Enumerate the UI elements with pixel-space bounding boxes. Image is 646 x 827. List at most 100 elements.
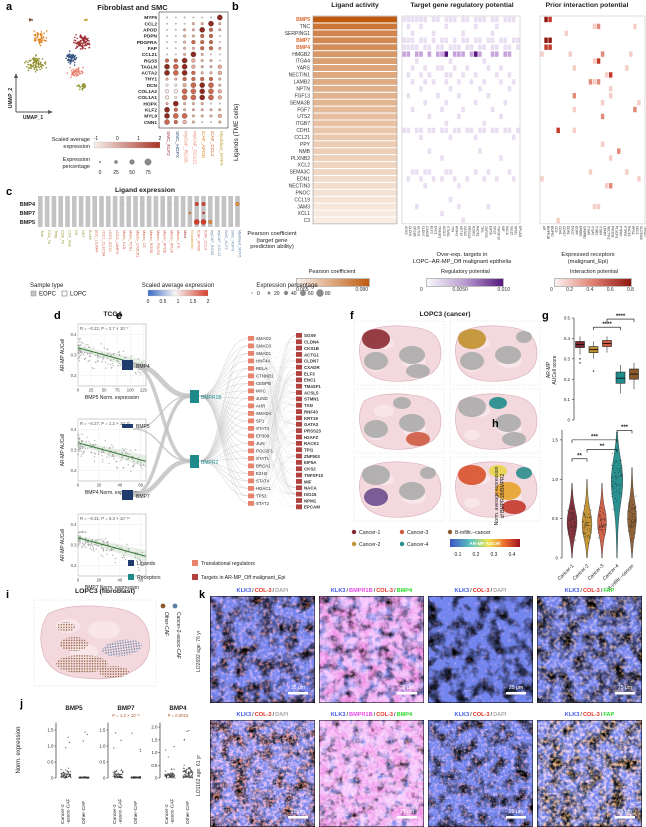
svg-text:25 µm: 25 µm: [618, 809, 632, 815]
svg-text:CLDN7: CLDN7: [421, 226, 425, 237]
svg-text:2: 2: [207, 299, 210, 305]
panel-d: 0 25 50 75 100 125 0.2 0.3 0.4 R = −0.22, P = 2.7…: [48, 308, 150, 600]
panel-i-legend: Other-CAF Cancer-2-assoc-CAF: [160, 603, 181, 659]
svg-text:DDR1: DDR1: [566, 226, 570, 235]
ligand-activity-column: [313, 16, 397, 224]
panel-b-pearson-axis-label: Pearson coefficient (target gene predict…: [247, 231, 297, 251]
panel-b-letter: b: [232, 1, 239, 13]
panel-b-receptors-label: Expressed receptors (malignant_Epi): [561, 252, 615, 265]
panel-e-legend: Ligands Receptors Translational regulators…: [128, 560, 285, 581]
svg-text:AUCell score: AUCell score: [552, 355, 558, 384]
stain-label: /: [272, 588, 275, 594]
svg-text:SOX9: SOX9: [404, 226, 408, 235]
svg-text:iCAF_APOD: iCAF_APOD: [200, 131, 206, 158]
panel-i: Other-CAF Cancer-2-assoc-CAF: [0, 586, 198, 700]
svg-text:RACK1: RACK1: [627, 226, 631, 237]
svg-text:1.5: 1.5: [99, 728, 106, 733]
svg-text:1.0: 1.0: [47, 744, 54, 749]
strip-BMP7: [112, 732, 142, 779]
svg-text:NPM1: NPM1: [304, 498, 317, 503]
svg-text:0: 0: [77, 578, 80, 583]
svg-text:SERPING1: SERPING1: [285, 31, 311, 37]
stain-label: DAPI: [275, 588, 289, 594]
panel-j-letter: j: [20, 698, 24, 710]
stain-label: BMPR1B: [349, 712, 373, 718]
panel-f-letter: f: [350, 310, 354, 322]
svg-text:0: 0: [556, 556, 559, 561]
svg-text:CDH1: CDH1: [558, 226, 562, 235]
panel-f-title: LOPC3 (cancer): [419, 311, 471, 318]
svg-text:NECTIN2: NECTIN2: [607, 226, 611, 240]
svg-text:Norm. average expression: Norm. average expression: [494, 466, 500, 525]
svg-text:CKS2: CKS2: [304, 467, 316, 472]
svg-text:Cancer-2: Cancer-2: [60, 804, 66, 824]
svg-text:ISG15: ISG15: [304, 492, 317, 497]
stain-label: FAP: [603, 588, 615, 594]
svg-text:0.4: 0.4: [564, 336, 571, 341]
interaction-colorbar-ticks: 0 0.2 0.4 0.6 0.8: [550, 287, 634, 293]
significance-g: **** ****: [593, 314, 635, 331]
svg-text:R = −0.27, P = 1.2 × 10⁻¹⁰: R = −0.27, P = 1.2 × 10⁻¹⁰: [80, 421, 130, 426]
svg-text:UMAP_1: UMAP_1: [23, 115, 44, 121]
marker-dotplot: MYF5CCL2APODPDPNPDGFRAFAPCCL21RGS5TAGLNA…: [137, 11, 229, 166]
svg-text:SP1: SP1: [256, 419, 265, 424]
svg-text:AHR: AHR: [256, 404, 265, 409]
stain-label: COL-3: [472, 588, 490, 594]
svg-text:EPCAM: EPCAM: [304, 505, 320, 510]
svg-text:Scaled average: Scaled average: [52, 137, 90, 143]
svg-text:40: 40: [291, 291, 297, 297]
svg-text:50: 50: [129, 170, 135, 176]
svg-text:Macro_MT1A: Macro_MT1A: [169, 230, 173, 253]
svg-text:KRT19: KRT19: [304, 416, 318, 421]
stain-label: DAPI: [493, 712, 507, 718]
svg-text:Endothelial: Endothelial: [190, 230, 194, 249]
if-image-canvas: 25 µm: [428, 596, 533, 703]
strip-BMP4: [164, 729, 194, 779]
if-image: 25 µm: [537, 596, 642, 703]
stain-label: COL-3: [582, 712, 600, 718]
svg-text:MYL9: MYL9: [144, 114, 157, 120]
svg-text:ITGA6: ITGA6: [586, 226, 590, 235]
svg-text:BRCA1: BRCA1: [256, 464, 271, 469]
svg-text:100: 100: [127, 388, 135, 393]
svg-text:NPTN: NPTN: [296, 86, 310, 92]
svg-text:***: ***: [621, 425, 629, 431]
svg-text:FAP: FAP: [148, 46, 158, 52]
svg-text:ACTG1: ACTG1: [417, 226, 421, 237]
svg-text:cDC3_LAMP3: cDC3_LAMP3: [115, 230, 119, 254]
if-image-canvas: 25 µm: [319, 596, 424, 703]
svg-text:CKS1B: CKS1B: [412, 226, 416, 236]
svg-text:25 µm: 25 µm: [618, 685, 632, 691]
stain-label: /: [346, 712, 349, 718]
svg-text:1: 1: [137, 136, 140, 142]
svg-text:TRIM27: TRIM27: [643, 226, 646, 238]
svg-text:CCL21: CCL21: [294, 135, 310, 141]
svg-text:BMP5: BMP5: [296, 17, 310, 23]
panel-f: Cancer-1 Cancer-3 B-infiltr.–cancer Cancer-…: [346, 308, 542, 570]
svg-text:20: 20: [97, 578, 102, 583]
svg-text:ELF3: ELF3: [429, 226, 433, 234]
svg-text:0: 0: [103, 776, 106, 781]
svg-text:GATA2: GATA2: [463, 226, 467, 236]
svg-text:Ligands: Ligands: [137, 561, 156, 567]
stain-label: COL-3: [582, 588, 600, 594]
svg-text:RACK1: RACK1: [476, 226, 480, 237]
svg-text:0.5: 0.5: [552, 516, 559, 521]
svg-text:Macro_FOLR2: Macro_FOLR2: [156, 230, 160, 255]
svg-text:FGF7: FGF7: [297, 107, 310, 113]
svg-text:-assoc-CAF: -assoc-CAF: [66, 799, 72, 824]
svg-text:75: 75: [115, 388, 120, 393]
svg-text:ISG15: ISG15: [509, 226, 513, 235]
svg-text:Cancer-3: Cancer-3: [407, 530, 428, 536]
svg-text:RNF43: RNF43: [455, 226, 459, 236]
svg-text:Tcm: Tcm: [40, 230, 44, 237]
pearson-colorbar-ticks: 0.065 0.080: [296, 287, 368, 293]
svg-text:iCAF_APOD: iCAF_APOD: [197, 230, 201, 252]
svg-text:50: 50: [102, 388, 107, 393]
svg-text:RNF43: RNF43: [304, 409, 318, 414]
svg-text:GATA2: GATA2: [304, 422, 319, 427]
svg-text:ELF3: ELF3: [304, 371, 315, 376]
svg-text:****: ****: [602, 322, 612, 328]
svg-text:SMAD1: SMAD1: [256, 351, 272, 356]
svg-text:STAT3: STAT3: [256, 426, 270, 431]
